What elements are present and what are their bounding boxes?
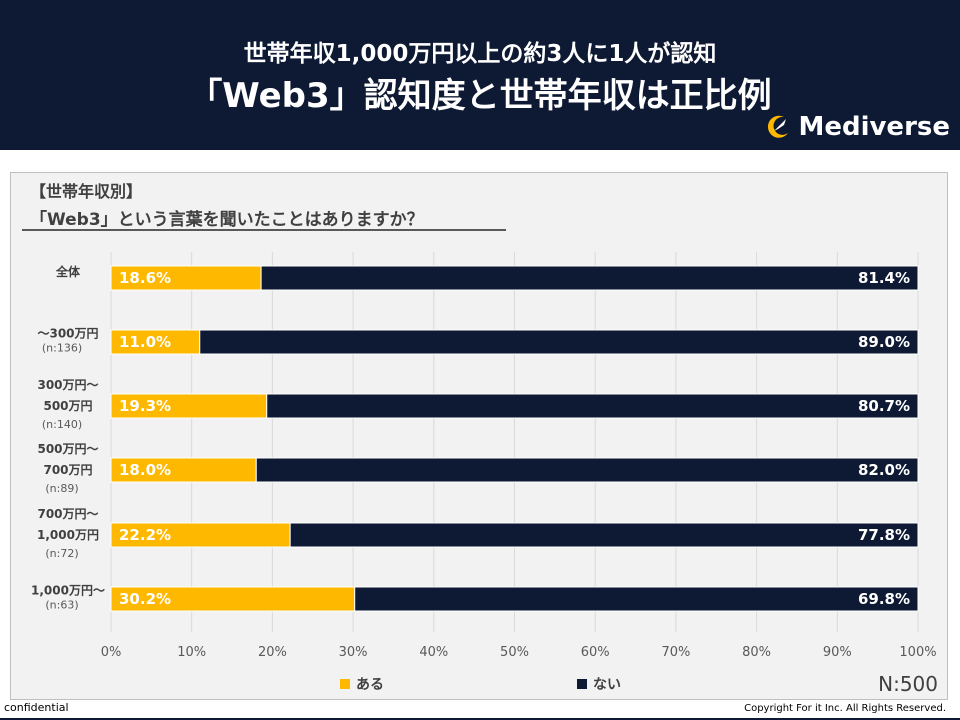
- copyright-text: Copyright For it Inc. All Rights Reserve…: [744, 703, 946, 714]
- brand-logo-text: Mediverse: [798, 112, 950, 142]
- category-label: 700万円: [43, 463, 92, 477]
- legend-item-aru: ある: [340, 674, 384, 694]
- legend-swatch-aru: [340, 679, 350, 689]
- header-banner: [0, 0, 960, 150]
- value-label-nai: 69.8%: [858, 590, 910, 608]
- bar-segment-aru: [110, 457, 257, 483]
- x-tick-label: 90%: [823, 645, 852, 660]
- category-sample-size: (n:136): [42, 342, 82, 355]
- category-label: ～300万円: [37, 327, 98, 341]
- question-category: 【世帯年収別】: [30, 182, 143, 201]
- sample-size: N:500: [878, 672, 938, 696]
- page-title: 「Web3」認知度と世帯年収は正比例: [188, 76, 772, 116]
- confidential-label: confidential: [4, 701, 69, 714]
- value-label-nai: 80.7%: [858, 397, 910, 415]
- chart-panel: [10, 172, 948, 700]
- x-tick-label: 20%: [258, 645, 287, 660]
- category-label: 全体: [55, 264, 81, 279]
- x-tick-label: 70%: [661, 645, 690, 660]
- category-sample-size: (n:72): [45, 547, 78, 560]
- x-tick-label: 50%: [500, 645, 529, 660]
- x-tick-label: 10%: [177, 645, 206, 660]
- value-label-nai: 82.0%: [858, 461, 910, 479]
- value-label-nai: 89.0%: [858, 333, 910, 351]
- legend-label-aru: ある: [356, 677, 384, 693]
- value-label-aru: 18.6%: [119, 269, 171, 287]
- x-tick-label: 40%: [419, 645, 448, 660]
- x-tick-label: 60%: [581, 645, 610, 660]
- bar-segment-nai: [289, 522, 919, 548]
- category-label: 1,000万円～: [31, 584, 105, 598]
- value-label-aru: 22.2%: [119, 526, 171, 544]
- value-label-nai: 77.8%: [858, 526, 910, 544]
- bar-segment-aru: [110, 265, 262, 291]
- bar-segment-nai: [354, 586, 919, 612]
- value-label-aru: 11.0%: [119, 333, 171, 351]
- question-underline: [22, 229, 506, 231]
- category-label: 700万円～: [37, 507, 98, 521]
- value-label-aru: 30.2%: [119, 590, 171, 608]
- category-sample-size: (n:89): [45, 482, 78, 495]
- x-tick-label: 0%: [101, 645, 122, 660]
- x-tick-label: 30%: [339, 645, 368, 660]
- legend-label-nai: ない: [593, 677, 621, 693]
- category-sample-size: (n:63): [45, 599, 78, 612]
- value-label-aru: 18.0%: [119, 461, 171, 479]
- x-tick-label: 100%: [899, 645, 936, 660]
- category-label: 1,000万円: [37, 528, 99, 542]
- legend-swatch-nai: [577, 679, 587, 689]
- bar-segment-nai: [266, 393, 919, 419]
- value-label-aru: 19.3%: [119, 397, 171, 415]
- bar-segment-aru: [110, 586, 356, 612]
- legend-item-nai: ない: [577, 674, 621, 694]
- brand-logo: Mediverse: [764, 112, 950, 142]
- category-label: 500万円: [43, 399, 92, 413]
- moon-rocket-icon: [768, 115, 789, 138]
- category-label: 500万円～: [37, 442, 98, 456]
- category-sample-size: (n:140): [42, 418, 82, 431]
- bottom-rule: [0, 718, 960, 720]
- value-label-nai: 81.4%: [858, 269, 910, 287]
- x-tick-label: 80%: [742, 645, 771, 660]
- bar-segment-aru: [110, 522, 291, 548]
- bar-segment-nai: [199, 329, 919, 355]
- bar-segment-nai: [255, 457, 919, 483]
- question-text: 「Web3」という言葉を聞いたことはありますか？: [30, 210, 424, 230]
- category-label: 300万円～: [37, 378, 98, 392]
- bar-segment-aru: [110, 329, 201, 355]
- page-subtitle: 世帯年収1,000万円以上の約3人に1人が認知: [243, 41, 717, 67]
- bar-segment-nai: [260, 265, 919, 291]
